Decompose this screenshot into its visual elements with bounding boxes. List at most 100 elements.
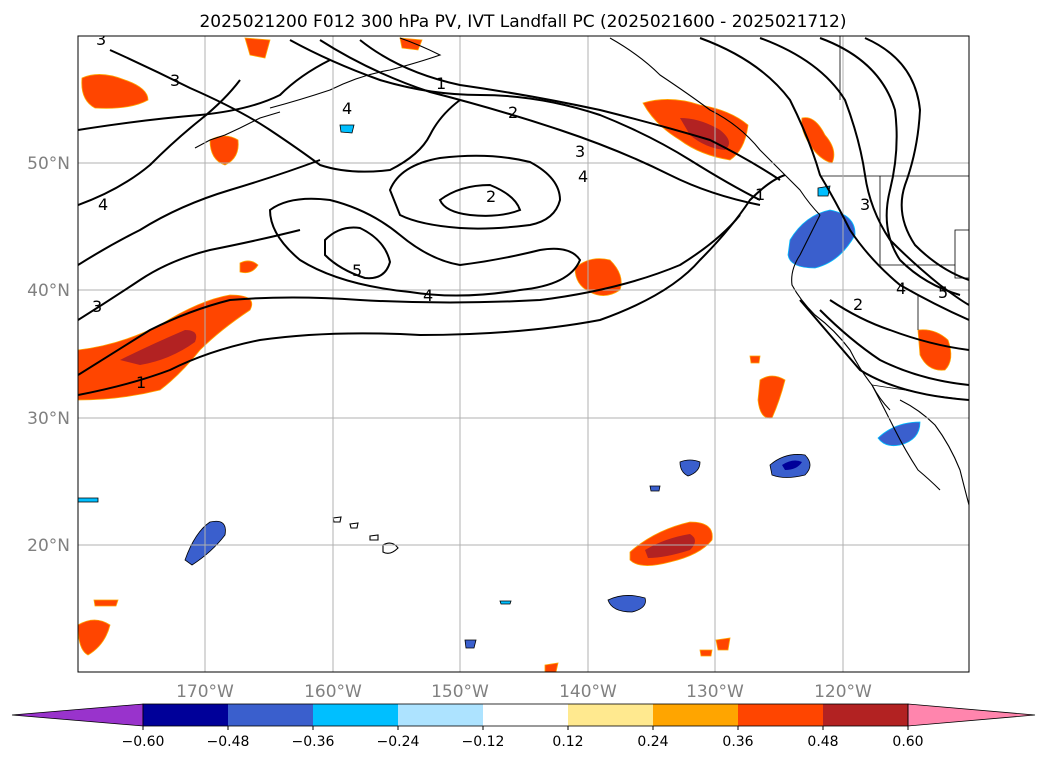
contour-label: 5 bbox=[352, 261, 362, 280]
negative-anomaly-california bbox=[787, 209, 856, 269]
positive-anomaly-sw-small bbox=[93, 599, 119, 607]
positive-anomaly-top2 bbox=[399, 37, 423, 51]
colorbar-tick-label: −0.36 bbox=[292, 734, 335, 750]
map-panel: 3 3 1 2 4 3 4 2 4 5 4 3 1 1 3 4 2 5 bbox=[78, 30, 969, 672]
hawaii-maui bbox=[369, 534, 379, 541]
aleutian-chain bbox=[194, 111, 281, 149]
colorbar-segment bbox=[398, 704, 483, 726]
lat-label: 20°N bbox=[27, 536, 70, 556]
contour-label: 5 bbox=[938, 283, 948, 302]
contour-label: 2 bbox=[486, 187, 496, 206]
colorbar-segment bbox=[228, 704, 313, 726]
colorbar-tick-label: −0.48 bbox=[207, 734, 250, 750]
negative-anomaly-small-6 bbox=[499, 600, 512, 605]
pv-contour-east-c bbox=[819, 37, 961, 296]
pv-contour-inner-4 bbox=[268, 197, 582, 297]
pv-contour-east-a bbox=[699, 37, 969, 321]
pv-contour-east-b bbox=[759, 37, 969, 306]
contour-label: 1 bbox=[755, 185, 765, 204]
negative-anomaly-central-south bbox=[607, 595, 646, 613]
pv-contour-inner-3 bbox=[388, 154, 562, 230]
lat-label: 30°N bbox=[27, 409, 70, 429]
baja-california bbox=[871, 384, 941, 491]
lon-label: 130°W bbox=[686, 682, 744, 702]
pv-contour-east-g bbox=[799, 299, 969, 401]
colorbar-tick-label: 0.48 bbox=[807, 734, 838, 750]
pv-contour-east-d bbox=[864, 37, 969, 281]
colorbar-segment bbox=[653, 704, 738, 726]
negative-anomaly-small-4 bbox=[78, 497, 99, 503]
positive-anomaly-west-small bbox=[239, 260, 259, 274]
negative-anomaly-small-5 bbox=[649, 485, 661, 492]
positive-anomaly-desert bbox=[917, 329, 952, 371]
colorbar-segment bbox=[738, 704, 823, 726]
positive-anomaly-small-1 bbox=[749, 355, 761, 364]
colorbar-segment bbox=[568, 704, 653, 726]
pv-contour-east-f bbox=[819, 309, 969, 386]
contour-label: 4 bbox=[578, 167, 588, 186]
pv-contour-3 bbox=[109, 49, 461, 173]
contour-labels: 3 3 1 2 4 3 4 2 4 5 4 3 1 1 3 4 2 5 bbox=[92, 30, 948, 392]
colorbar-arrow-high bbox=[907, 703, 1036, 727]
colorbar: −0.60 −0.48 −0.36 −0.24 −0.12 0.12 0.24 0.36 0.4… bbox=[11, 703, 1036, 750]
negative-anomaly-mex bbox=[877, 421, 921, 447]
ivt-shading bbox=[78, 37, 952, 672]
colorbar-tick-label: 0.60 bbox=[892, 734, 923, 750]
contour-label: 2 bbox=[508, 103, 518, 122]
plot-title: 2025021200 F012 300 hPa PV, IVT Landfall… bbox=[199, 12, 846, 32]
colorbar-segment bbox=[823, 704, 908, 726]
bc-coast bbox=[609, 37, 821, 216]
contour-label: 3 bbox=[860, 195, 870, 214]
colorbar-segment bbox=[143, 704, 228, 726]
lat-label: 40°N bbox=[27, 281, 70, 301]
lon-label: 140°W bbox=[559, 682, 617, 702]
contour-label: 2 bbox=[853, 295, 863, 314]
lon-label: 170°W bbox=[176, 682, 234, 702]
alaska-coast bbox=[269, 37, 442, 109]
lon-label: 160°W bbox=[304, 682, 362, 702]
latitude-labels: 50°N 40°N 30°N 20°N bbox=[27, 154, 70, 556]
positive-anomaly-sw bbox=[78, 619, 111, 656]
colorbar-tick-label: 0.24 bbox=[637, 734, 668, 750]
mexico-coast bbox=[899, 399, 969, 506]
lon-label: 120°W bbox=[814, 682, 872, 702]
colorbar-tick-label: 0.12 bbox=[552, 734, 583, 750]
longitude-labels: 170°W 160°W 150°W 140°W 130°W 120°W bbox=[176, 682, 872, 702]
negative-anomaly-small-2 bbox=[339, 124, 355, 134]
contour-label: 3 bbox=[575, 142, 585, 161]
lon-label: 150°W bbox=[431, 682, 489, 702]
colorbar-tick-label: −0.24 bbox=[377, 734, 420, 750]
positive-anomaly-bc-core bbox=[680, 118, 729, 150]
hawaii-big bbox=[382, 542, 399, 554]
colorbar-tick-label: 0.36 bbox=[722, 734, 753, 750]
pv-contour-east-e bbox=[829, 299, 969, 351]
contour-label: 1 bbox=[436, 74, 446, 93]
positive-anomaly-subtropical-core bbox=[645, 534, 695, 558]
colorbar-outline bbox=[142, 703, 909, 727]
positive-anomaly-small-2 bbox=[715, 637, 731, 651]
contour-label: 4 bbox=[896, 279, 906, 298]
contour-label: 3 bbox=[170, 71, 180, 90]
pv-contour-mid-a bbox=[289, 39, 761, 201]
positive-anomaly-north-central bbox=[81, 74, 149, 109]
pv-contour-inner-5 bbox=[324, 226, 392, 280]
pv-contour-2 bbox=[78, 59, 331, 131]
pv-contour-mid-b bbox=[319, 39, 761, 206]
contour-label: 4 bbox=[342, 99, 352, 118]
positive-anomaly-small-4 bbox=[544, 662, 559, 672]
positive-anomaly-west-ar-core bbox=[120, 330, 197, 365]
pv-contour-inner-2 bbox=[438, 183, 522, 217]
colorbar-tick-label: −0.60 bbox=[122, 734, 165, 750]
pv-contour-mid-c bbox=[359, 39, 781, 181]
contour-label: 4 bbox=[98, 195, 108, 214]
positive-anomaly-top bbox=[244, 37, 271, 59]
negative-anomaly-small-3 bbox=[464, 639, 477, 649]
pv-contours bbox=[78, 37, 969, 401]
pv-contour-1c bbox=[78, 229, 301, 321]
pv-contour-1d bbox=[78, 159, 321, 266]
hawaii-kauai bbox=[332, 516, 342, 523]
contour-label: 3 bbox=[96, 30, 106, 49]
colorbar-tick-label: −0.12 bbox=[462, 734, 505, 750]
hawaii-oahu bbox=[349, 522, 359, 529]
